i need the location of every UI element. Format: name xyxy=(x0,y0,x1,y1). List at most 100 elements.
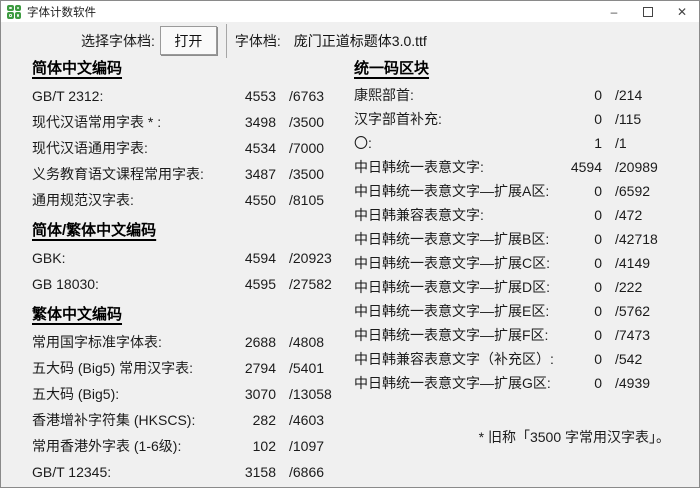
stat-row: 义务教育语文课程常用字表: 3487 /3500 xyxy=(32,161,354,187)
stat-label: 康熙部首: xyxy=(354,87,414,103)
stat-total: /7473 xyxy=(615,327,651,343)
stat-row: GB 18030: 4595 /27582 xyxy=(32,271,354,297)
stat-row: 中日韩统一表意文字—扩展C区: 0 /4149 xyxy=(354,251,672,275)
toolbar-separator xyxy=(225,23,227,58)
footnote: * 旧称「3500 字常用汉字表」。 xyxy=(478,429,670,445)
stat-value: 4553 xyxy=(244,88,276,104)
stat-total: /1 xyxy=(615,135,627,151)
stat-row: 中日韩统一表意文字—扩展E区: 0 /5762 xyxy=(354,299,672,323)
stat-row: 康熙部首: 0 /214 xyxy=(354,83,672,107)
toolbar: 选择字体档: 打开 字体档: 庞门正道标题体3.0.ttf xyxy=(1,22,699,59)
section-heading: 简体中文编码 xyxy=(32,60,123,77)
select-font-label: 选择字体档: xyxy=(81,32,155,49)
stat-total: /3500 xyxy=(289,166,325,182)
close-button[interactable]: ✕ xyxy=(676,4,688,19)
stat-row: 中日韩统一表意文字—扩展B区: 0 /42718 xyxy=(354,227,672,251)
stat-total: /5401 xyxy=(289,360,325,376)
stat-label: 通用规范汉字表: xyxy=(32,192,134,208)
stat-label: 中日韩兼容表意文字（补充区）: xyxy=(354,351,554,367)
stat-total: /13058 xyxy=(289,386,332,402)
stat-row: 现代汉语通用字表: 4534 /7000 xyxy=(32,135,354,161)
stat-total: /6592 xyxy=(615,183,651,199)
stat-label: 中日韩统一表意文字—扩展E区: xyxy=(354,303,550,319)
stat-value: 0 xyxy=(594,327,602,343)
stat-value: 0 xyxy=(594,303,602,319)
stat-total: /3500 xyxy=(289,114,325,130)
stat-row: 常用香港外字表 (1-6级): 102 /1097 xyxy=(32,433,354,459)
stat-value: 3070 xyxy=(244,386,276,402)
stat-total: /20989 xyxy=(615,159,658,175)
minimize-button[interactable]: – xyxy=(610,4,618,19)
stat-label: 中日韩统一表意文字—扩展C区: xyxy=(354,255,550,271)
window-controls: – ✕ xyxy=(597,1,699,22)
maximize-button[interactable] xyxy=(631,1,665,22)
stat-label: 中日韩统一表意文字—扩展A区: xyxy=(354,183,550,199)
stat-row: GB/T 2312: 4553 /6763 xyxy=(32,83,354,109)
stat-row: 中日韩统一表意文字—扩展D区: 0 /222 xyxy=(354,275,672,299)
stat-value: 0 xyxy=(594,279,602,295)
window-title: 字体计数软件 xyxy=(27,6,96,19)
stat-label: GB 18030: xyxy=(32,276,99,292)
stat-row: 五大码 (Big5): 3070 /13058 xyxy=(32,381,354,407)
stat-row: 中日韩统一表意文字—扩展A区: 0 /6592 xyxy=(354,179,672,203)
stat-label: 常用香港外字表 (1-6级): xyxy=(32,438,182,454)
stat-value: 0 xyxy=(594,255,602,271)
stat-label: 中日韩统一表意文字—扩展G区: xyxy=(354,375,551,391)
stat-total: /5762 xyxy=(615,303,651,319)
stat-label: 现代汉语常用字表 * : xyxy=(32,114,162,130)
stat-row: 中日韩兼容表意文字: 0 /472 xyxy=(354,203,672,227)
stat-label: 五大码 (Big5) 常用汉字表: xyxy=(32,360,194,376)
stat-value: 282 xyxy=(252,412,276,428)
stat-row: GB/T 12345: 3158 /6866 xyxy=(32,459,354,485)
title-bar[interactable]: 字体计数软件 – ✕ xyxy=(1,1,699,22)
stat-value: 3487 xyxy=(244,166,276,182)
stat-total: /42718 xyxy=(615,231,658,247)
stat-label: GB/T 2312: xyxy=(32,88,104,104)
stat-value: 0 xyxy=(594,111,602,127)
stat-total: /542 xyxy=(615,351,643,367)
stat-total: /472 xyxy=(615,207,643,223)
stat-label: GB/T 12345: xyxy=(32,464,112,480)
stat-total: /8105 xyxy=(289,192,325,208)
stat-value: 0 xyxy=(594,231,602,247)
stat-value: 4550 xyxy=(244,192,276,208)
stat-value: 0 xyxy=(594,207,602,223)
stat-value: 2688 xyxy=(244,334,276,350)
stat-label: 〇: xyxy=(354,135,372,151)
app-icon-tile xyxy=(7,4,14,11)
stat-label: 义务教育语文课程常用字表: xyxy=(32,166,204,182)
stat-value: 4594 xyxy=(570,159,602,175)
app-icon-tile xyxy=(14,12,21,19)
stat-value: 102 xyxy=(252,438,276,454)
stat-label: 中日韩统一表意文字—扩展D区: xyxy=(354,279,550,295)
left-column: 简体中文编码 GB/T 2312: 4553 /6763 现代汉语常用字表 * … xyxy=(32,57,354,485)
stat-label: 中日韩统一表意文字: xyxy=(354,159,484,175)
stat-row: 五大码 (Big5) 常用汉字表: 2794 /5401 xyxy=(32,355,354,381)
stat-total: /7000 xyxy=(289,140,325,156)
app-icon xyxy=(7,4,21,19)
open-button[interactable]: 打开 xyxy=(159,26,217,55)
stat-label: 中日韩统一表意文字—扩展F区: xyxy=(354,327,549,343)
section-heading: 统一码区块 xyxy=(354,60,430,77)
stat-value: 0 xyxy=(594,183,602,199)
app-icon-tile xyxy=(7,12,14,19)
stat-total: /1097 xyxy=(289,438,325,454)
stat-label: GBK: xyxy=(32,250,66,266)
stat-total: /4808 xyxy=(289,334,325,350)
stat-total: /115 xyxy=(615,111,642,127)
stat-total: /4939 xyxy=(615,375,651,391)
stat-row: 中日韩统一表意文字: 4594 /20989 xyxy=(354,155,672,179)
stat-total: /214 xyxy=(615,87,643,103)
font-file-label: 字体档: xyxy=(234,32,281,49)
stat-value: 4534 xyxy=(244,140,276,156)
stat-row: 汉字部首补充: 0 /115 xyxy=(354,107,672,131)
stat-label: 现代汉语通用字表: xyxy=(32,140,148,156)
stat-value: 2794 xyxy=(244,360,276,376)
stat-total: /4603 xyxy=(289,412,325,428)
stat-row: 香港增补字符集 (HKSCS): 282 /4603 xyxy=(32,407,354,433)
stat-label: 汉字部首补充: xyxy=(354,111,442,127)
stat-row: GBK: 4594 /20923 xyxy=(32,245,354,271)
stat-value: 3498 xyxy=(244,114,276,130)
stat-row: 中日韩统一表意文字—扩展F区: 0 /7473 xyxy=(354,323,672,347)
